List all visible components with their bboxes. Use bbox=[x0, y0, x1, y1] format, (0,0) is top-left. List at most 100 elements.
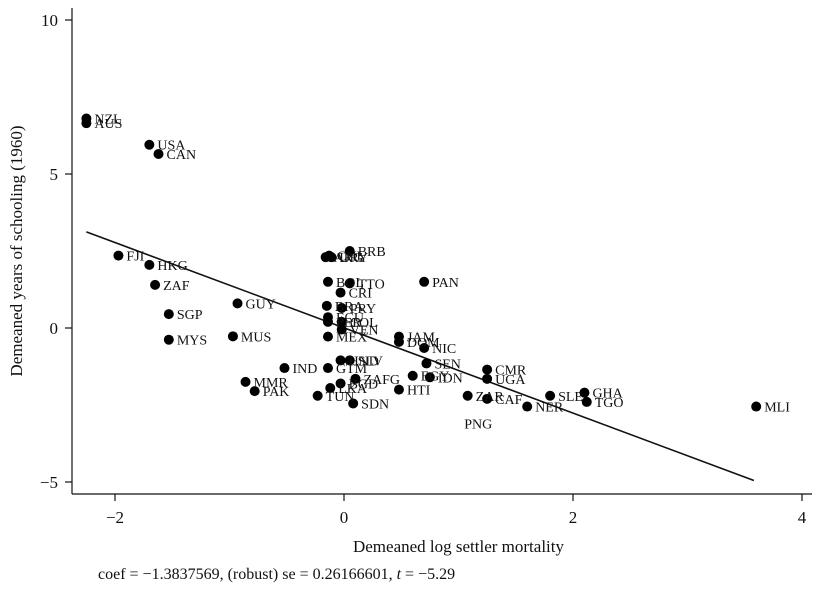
data-point bbox=[279, 363, 290, 374]
point-label: ZAFG bbox=[363, 373, 400, 388]
point-label: HKG bbox=[157, 259, 187, 274]
axes bbox=[71, 8, 812, 495]
data-point bbox=[344, 355, 355, 366]
point-label: CAF bbox=[495, 393, 522, 408]
point-label: PRY bbox=[350, 302, 376, 317]
data-point bbox=[336, 302, 347, 313]
data-point bbox=[407, 370, 418, 381]
data-point bbox=[336, 324, 347, 335]
point-label: MUS bbox=[241, 330, 271, 345]
caption-t: t bbox=[396, 566, 402, 583]
point-label: NER bbox=[535, 401, 564, 416]
data-point bbox=[344, 246, 355, 256]
y-tick-label: 5 bbox=[50, 165, 59, 184]
data-point bbox=[144, 139, 155, 150]
x-tick-label: 0 bbox=[340, 508, 349, 527]
data-point bbox=[482, 393, 493, 404]
point-label: JAM bbox=[407, 331, 436, 346]
data-point bbox=[163, 309, 174, 320]
x-tick-label: −2 bbox=[106, 508, 124, 527]
point-label: TTO bbox=[358, 277, 385, 292]
data-point bbox=[150, 279, 161, 290]
point-label: PNG bbox=[464, 417, 492, 432]
x-axis-title: Demeaned log settler mortality bbox=[353, 537, 565, 556]
data-point bbox=[240, 376, 251, 387]
point-label: TGO bbox=[595, 396, 624, 411]
y-ticks: 10 5 0 −5 bbox=[40, 11, 72, 492]
data-point bbox=[348, 398, 359, 409]
point-label: VEN bbox=[350, 324, 379, 339]
caption-prefix: coef = −1.3837569, (robust) se = 0.26166… bbox=[98, 566, 397, 583]
point-label: UGA bbox=[495, 373, 526, 388]
point-label: LKA bbox=[338, 382, 368, 397]
data-point bbox=[419, 343, 430, 354]
data-point bbox=[322, 276, 333, 287]
data-point bbox=[326, 252, 337, 263]
point-label: GUY bbox=[246, 297, 276, 312]
point-label: SGP bbox=[177, 308, 203, 323]
point-label: SLV bbox=[358, 354, 383, 369]
point-label: MEX bbox=[336, 331, 367, 346]
data-point bbox=[419, 276, 430, 287]
point-label: AUS bbox=[94, 117, 122, 132]
y-tick-label: −5 bbox=[40, 473, 58, 492]
point-label: EGY bbox=[421, 370, 450, 385]
data-point bbox=[545, 390, 556, 401]
data-point bbox=[325, 383, 336, 394]
data-point bbox=[344, 278, 355, 289]
data-point bbox=[393, 336, 404, 347]
point-label: USA bbox=[157, 139, 186, 154]
point-label: BGD bbox=[349, 377, 379, 392]
point-label: PER bbox=[336, 316, 362, 331]
data-points bbox=[81, 113, 762, 412]
point-label: CRI bbox=[349, 287, 373, 302]
data-point bbox=[322, 363, 333, 374]
data-point bbox=[321, 300, 332, 311]
y-axis-title: Demeaned years of schooling (1960) bbox=[7, 125, 26, 376]
point-label: CHL bbox=[337, 250, 365, 265]
point-label: TUN bbox=[326, 390, 355, 405]
y-tick-label: 0 bbox=[50, 319, 59, 338]
point-label: GTM bbox=[336, 362, 368, 377]
point-label: CMR bbox=[495, 364, 527, 379]
point-label: URY bbox=[339, 251, 368, 266]
point-labels: NZLAUSUSACANFJIHKGZAFSGPMYSGUYMUSINDMMRP… bbox=[94, 113, 790, 433]
data-point bbox=[113, 250, 124, 261]
point-label: MMR bbox=[254, 376, 289, 391]
data-point bbox=[81, 118, 92, 129]
x-tick-label: 2 bbox=[569, 508, 578, 527]
data-point bbox=[153, 148, 164, 159]
point-label: SEN bbox=[434, 357, 460, 372]
data-point bbox=[312, 390, 323, 401]
data-point bbox=[322, 331, 333, 342]
point-label: NZL bbox=[94, 113, 121, 128]
data-point bbox=[522, 401, 533, 412]
point-label: BRA bbox=[335, 300, 365, 315]
point-label: BOL bbox=[336, 276, 364, 291]
point-label: BRB bbox=[358, 245, 386, 260]
data-point bbox=[232, 298, 243, 309]
y-tick-label: 10 bbox=[41, 11, 58, 30]
point-label: GHA bbox=[592, 387, 623, 402]
point-label: IDN bbox=[438, 371, 463, 386]
data-point bbox=[482, 373, 493, 384]
point-label: PAN bbox=[432, 276, 459, 291]
data-point bbox=[335, 355, 346, 366]
point-label: FJI bbox=[126, 250, 144, 265]
point-label: ECU bbox=[336, 311, 364, 326]
point-label: PAK bbox=[263, 385, 290, 400]
data-point bbox=[227, 331, 238, 342]
point-label: MYS bbox=[177, 334, 207, 349]
data-point bbox=[144, 259, 155, 270]
data-point bbox=[393, 384, 404, 395]
point-label: SLE bbox=[558, 390, 583, 405]
point-label: ZAR bbox=[476, 390, 505, 405]
data-point bbox=[482, 364, 493, 375]
point-label: MLI bbox=[764, 401, 790, 416]
point-label: HTI bbox=[407, 384, 431, 399]
data-point bbox=[322, 316, 333, 327]
data-point bbox=[336, 316, 347, 327]
x-tick-label: 4 bbox=[798, 508, 807, 527]
regression-caption: coef = −1.3837569, (robust) se = 0.26166… bbox=[98, 566, 455, 584]
